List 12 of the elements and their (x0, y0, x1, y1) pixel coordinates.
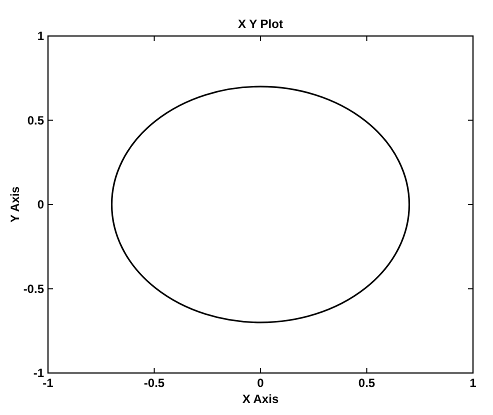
y-tick-label: -1 (33, 366, 44, 380)
x-tick-label: 0 (257, 376, 264, 390)
chart-title: X Y Plot (238, 17, 283, 31)
x-axis-title: X Axis (242, 392, 279, 406)
y-axis-title: Y Axis (8, 186, 22, 223)
y-tick-label: 0.5 (27, 113, 44, 128)
y-tick-label: 0 (37, 198, 44, 212)
y-tick-label: 1 (37, 29, 44, 43)
x-tick-label: -0.5 (144, 376, 165, 390)
x-tick-label: 1 (470, 376, 477, 390)
y-tick-label: -0.5 (23, 282, 44, 296)
x-tick-label: 0.5 (358, 376, 376, 390)
